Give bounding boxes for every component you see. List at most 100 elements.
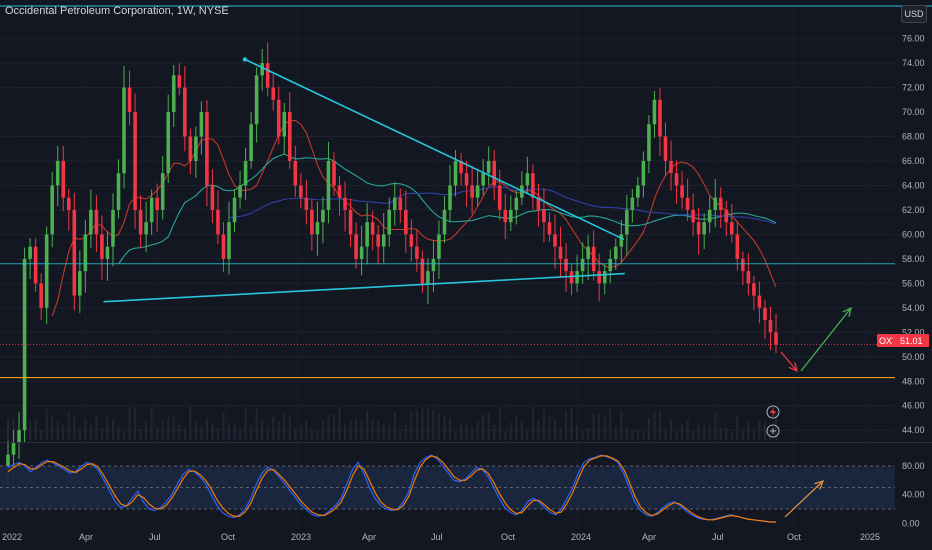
volume-bar [305,420,308,440]
volume-bar [670,419,673,440]
candle-body [641,160,646,186]
volume-bar [399,428,402,440]
volume-bar [294,428,297,440]
candle-body [282,112,287,137]
volume-bar [139,428,142,440]
moving-averages [51,120,777,317]
candle-body [326,160,331,210]
candle-body [497,185,502,210]
candle-body [464,173,469,186]
volume-bar [515,416,518,440]
candle-body [735,234,740,259]
volume-bar [686,419,689,440]
volume-bar [299,426,302,440]
candle-body [746,271,751,284]
volume-bar [570,408,573,440]
add-icon[interactable] [766,424,780,438]
candle-body [768,320,773,333]
candle-body [525,173,530,186]
y-tick-label: 74.00 [902,58,925,68]
volume-bar [714,411,717,440]
candle-body [66,197,71,210]
volume-bar [642,431,645,440]
volume-bar [393,412,396,440]
volume-bar [625,427,628,440]
volume-bar [211,423,214,440]
candle-body [398,197,403,210]
candle-body [11,442,16,455]
y-tick-label: 44.00 [902,425,925,435]
candle-body [730,222,734,235]
volume-bar [603,414,606,440]
candle-body [680,185,684,198]
volume-bar [708,424,711,440]
candle-body [149,197,154,223]
volume-bar [183,427,186,440]
volume-bar [134,406,137,440]
volume-bar [725,427,728,440]
candle-body [343,197,347,210]
candle-body [138,209,143,235]
candle-body [392,197,397,210]
candle-body [448,185,452,210]
volume-bar [476,421,479,440]
volume-bar [620,410,623,440]
candlesticks[interactable] [6,42,778,486]
stoch-rsi-pane[interactable] [0,442,932,523]
y-tick-label: 48.00 [902,376,925,386]
volume-bar [565,411,568,440]
candle-body [127,87,132,113]
volume-bar [382,425,385,440]
volume-bar [332,415,335,440]
volume-bar [553,419,556,440]
candle-body [166,112,171,174]
y-tick-label: 58.00 [902,254,925,264]
volume-bar [78,430,81,440]
candle-body [365,222,369,247]
volume-bar [205,417,208,440]
candle-body [619,234,624,247]
candle-body [160,173,165,210]
candle-body [227,222,231,259]
candle-body [304,197,309,210]
candle-body [752,283,756,296]
candle-body [718,197,723,210]
volume-bar [730,431,733,440]
drawing-annotations[interactable] [0,5,932,379]
candle-body [514,197,519,210]
y-tick-label: 66.00 [902,156,925,166]
candle-body [276,99,281,137]
volume-bar [614,426,617,440]
candle-body [44,234,49,308]
candle-body [210,185,215,210]
volume-bar [123,430,126,440]
candle-body [426,271,430,284]
x-tick-label: 2024 [571,532,591,542]
volume-bar [327,414,330,440]
candle-body [387,209,392,235]
x-tick-label: 2025 [860,532,880,542]
trendline-anchor [242,57,248,62]
alert-icon[interactable] [766,405,780,419]
volume-bar [482,414,485,440]
pane-divider [0,442,932,443]
x-tick-label: Oct [221,532,236,542]
candle-body [420,258,425,284]
volume-bar [647,418,650,440]
candle-body [647,124,651,161]
candle-body [542,209,546,223]
x-tick-label: Oct [787,532,802,542]
volume-bar [703,426,706,440]
candle-body [437,234,441,259]
currency-button[interactable]: USD [901,5,927,23]
descending-trendline [244,58,625,241]
volume-bar [216,428,219,440]
volume-bar [316,430,319,440]
candle-body [409,234,414,247]
volume-bar [266,425,269,440]
candle-body [238,185,242,198]
volume-bar [156,427,159,440]
candle-body [293,160,298,186]
volume-bar [56,421,59,440]
